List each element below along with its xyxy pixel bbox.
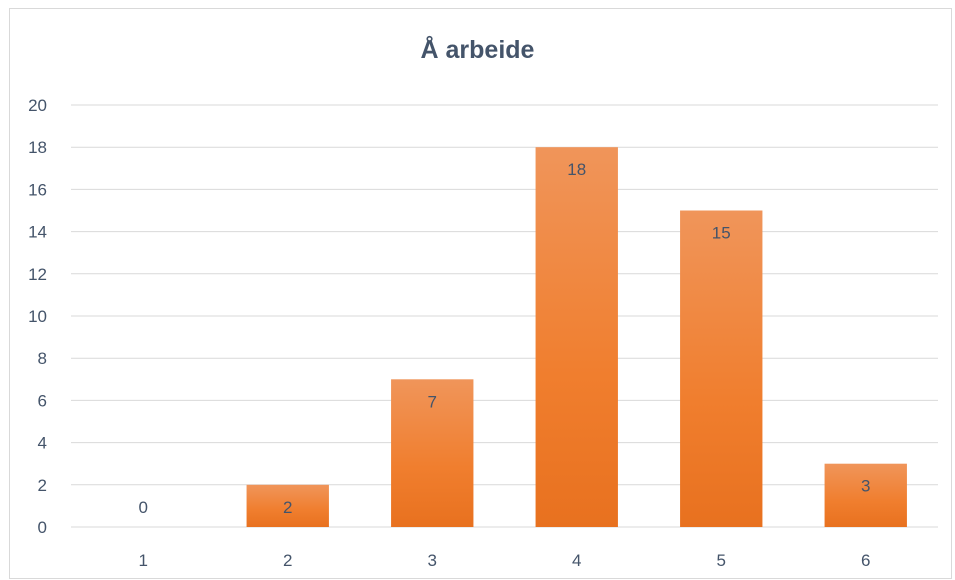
x-tick-label: 2 <box>283 551 292 570</box>
gridlines <box>71 104 938 528</box>
x-tick-label: 4 <box>572 551 581 570</box>
y-tick-label: 14 <box>28 223 47 242</box>
data-label: 0 <box>139 498 148 517</box>
y-tick-label: 8 <box>38 349 47 368</box>
bar-4 <box>535 147 618 527</box>
data-label: 7 <box>428 392 437 411</box>
y-tick-label: 4 <box>38 434 47 453</box>
x-tick-label: 1 <box>139 551 148 570</box>
bars <box>246 147 907 527</box>
data-label: 15 <box>712 224 731 243</box>
x-tick-label: 3 <box>428 551 437 570</box>
y-tick-label: 6 <box>38 391 47 410</box>
bar-2 <box>246 484 329 527</box>
x-axis-ticks: 1 2 3 4 5 6 <box>139 551 871 570</box>
y-axis-ticks: 0 2 4 6 8 10 12 14 16 18 20 <box>28 96 47 537</box>
bar-5 <box>680 210 763 527</box>
y-tick-label: 20 <box>28 96 47 115</box>
y-tick-label: 12 <box>28 265 47 284</box>
x-tick-label: 6 <box>861 551 870 570</box>
data-label: 3 <box>861 477 870 496</box>
y-tick-label: 0 <box>38 518 47 537</box>
x-tick-label: 5 <box>717 551 726 570</box>
y-tick-label: 16 <box>28 180 47 199</box>
bar-3 <box>391 379 474 527</box>
data-label: 2 <box>283 498 292 517</box>
y-tick-label: 2 <box>38 476 47 495</box>
y-tick-label: 10 <box>28 307 47 326</box>
y-tick-label: 18 <box>28 138 47 157</box>
chart-frame <box>9 8 952 579</box>
chart-title: Å arbeide <box>420 36 535 64</box>
bar-6 <box>824 463 907 527</box>
data-labels: 0 2 7 18 15 3 <box>139 160 871 517</box>
data-label: 18 <box>567 160 586 179</box>
